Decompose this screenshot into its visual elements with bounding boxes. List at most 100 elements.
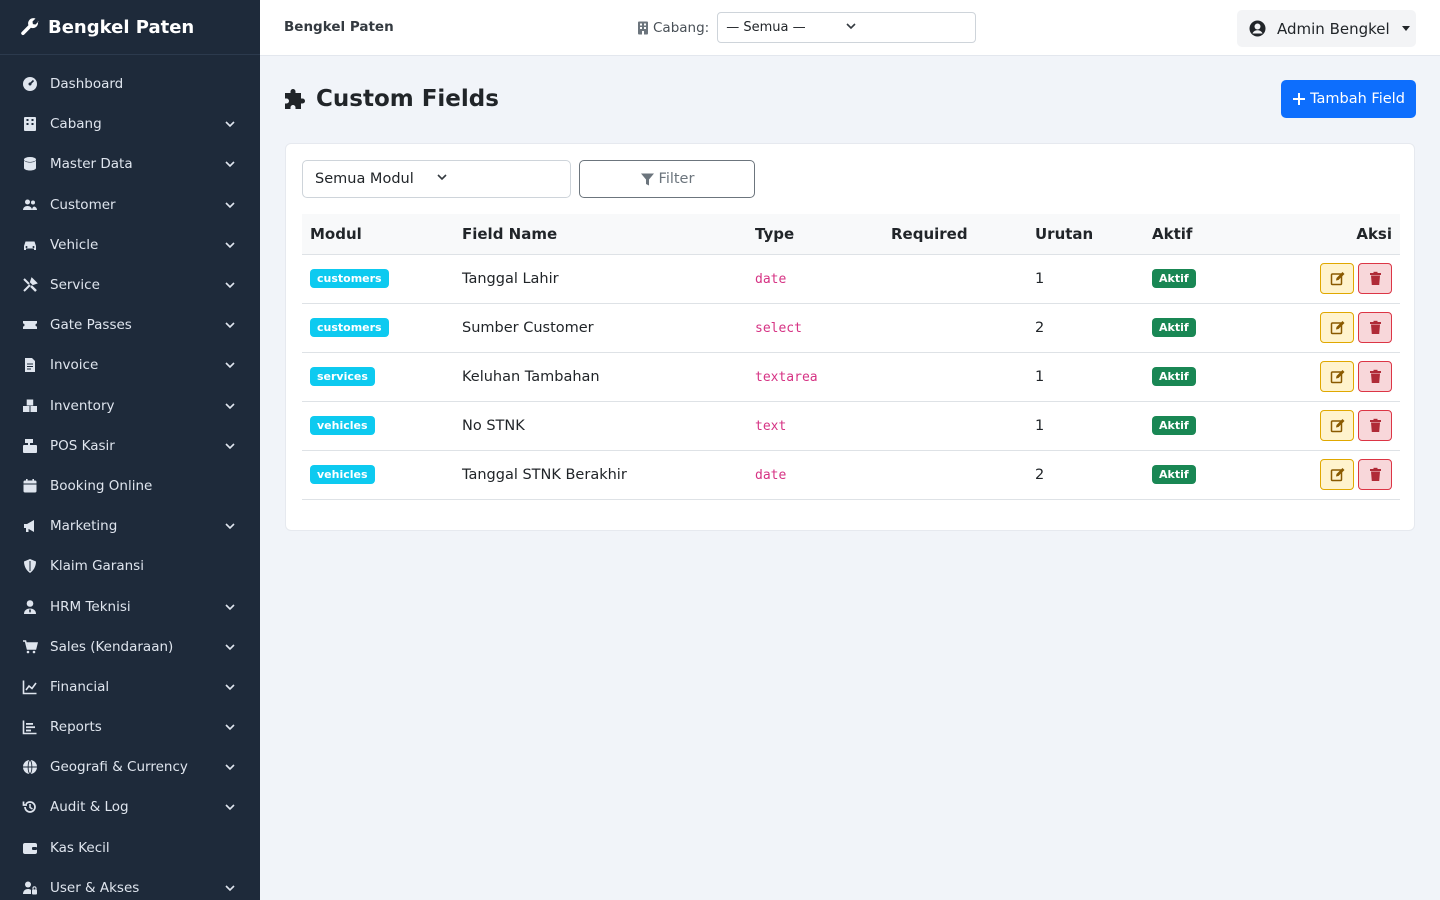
cell-type: date (747, 450, 883, 500)
chevron-down-icon (224, 882, 236, 894)
app-name: Bengkel Paten (284, 19, 394, 35)
edit-icon (1330, 321, 1344, 335)
puzzle-piece-icon (284, 87, 308, 111)
active-badge: Aktif (1152, 318, 1196, 337)
edit-button[interactable] (1320, 263, 1354, 294)
custom-fields-table: Modul Field Name Type Required Urutan Ak… (302, 214, 1400, 500)
sidebar-item-cabang[interactable]: Cabang (0, 104, 260, 144)
sidebar-item-label: Kas Kecil (50, 839, 110, 856)
cell-field-name: Tanggal Lahir (454, 254, 747, 304)
chevron-down-icon (224, 279, 236, 291)
edit-button[interactable] (1320, 410, 1354, 441)
chevron-down-icon (224, 601, 236, 613)
sidebar-item-marketing[interactable]: Marketing (0, 506, 260, 546)
sidebar-item-klaim-garansi[interactable]: Klaim Garansi (0, 546, 260, 586)
chevron-down-icon (224, 118, 236, 130)
sidebar-item-customer[interactable]: Customer (0, 185, 260, 225)
invoice-icon (22, 357, 38, 373)
edit-button[interactable] (1320, 361, 1354, 392)
cell-modul: services (302, 352, 454, 402)
sidebar-item-hrm-teknisi[interactable]: HRM Teknisi (0, 586, 260, 626)
table-row: customers Sumber Customer select 2 Aktif (302, 303, 1400, 353)
cell-aktif: Aktif (1144, 401, 1264, 451)
header-type[interactable]: Type (747, 214, 883, 255)
sidebar-item-master-data[interactable]: Master Data (0, 144, 260, 184)
header-field-name[interactable]: Field Name (454, 214, 747, 255)
delete-button[interactable] (1358, 410, 1392, 441)
calendar-icon (22, 478, 38, 494)
branch-select[interactable]: — Semua — (717, 12, 977, 43)
sidebar-item-gate-passes[interactable]: Gate Passes (0, 305, 260, 345)
shield-icon (22, 558, 38, 574)
header-modul[interactable]: Modul (302, 214, 454, 255)
sidebar-item-kas-kecil[interactable]: Kas Kecil (0, 828, 260, 868)
user-menu-button[interactable]: Admin Bengkel (1237, 10, 1416, 47)
sidebar-item-label: Cabang (50, 116, 102, 133)
sidebar-item-label: Audit & Log (50, 799, 129, 816)
edit-icon (1330, 272, 1344, 286)
filter-button[interactable]: Filter (579, 160, 755, 198)
sidebar-item-vehicle[interactable]: Vehicle (0, 225, 260, 265)
user-tie-icon (22, 599, 38, 615)
cell-aktif: Aktif (1144, 254, 1264, 304)
building-icon (637, 21, 649, 35)
building-icon (22, 116, 38, 132)
chevron-down-icon (224, 761, 236, 773)
boxes-icon (22, 398, 38, 414)
module-filter-select[interactable]: Semua Modul (302, 160, 571, 198)
branch-label: Cabang: (653, 19, 710, 36)
cell-required (883, 254, 1027, 304)
sidebar-item-sales-kendaraan[interactable]: Sales (Kendaraan) (0, 627, 260, 667)
branch-select-value: — Semua — (726, 20, 806, 35)
sidebar-item-label: Sales (Kendaraan) (50, 638, 174, 655)
sidebar-item-user-akses[interactable]: User & Akses (0, 868, 260, 900)
cell-field-name: Sumber Customer (454, 303, 747, 353)
delete-button[interactable] (1358, 459, 1392, 490)
filter-icon (640, 172, 655, 187)
sidebar-item-inventory[interactable]: Inventory (0, 386, 260, 426)
trash-icon (1369, 320, 1381, 334)
sidebar-item-booking-online[interactable]: Booking Online (0, 466, 260, 506)
table-row: vehicles No STNK text 1 Aktif (302, 401, 1400, 451)
sidebar-item-financial[interactable]: Financial (0, 667, 260, 707)
sidebar-item-geografi-currency[interactable]: Geografi & Currency (0, 747, 260, 787)
sidebar-item-label: Customer (50, 196, 116, 213)
module-badge: customers (310, 269, 389, 288)
sidebar-item-invoice[interactable]: Invoice (0, 345, 260, 385)
chevron-down-icon (224, 158, 236, 170)
edit-button[interactable] (1320, 312, 1354, 343)
header-aktif[interactable]: Aktif (1144, 214, 1264, 255)
sidebar-item-label: HRM Teknisi (50, 598, 131, 615)
sidebar-item-label: Klaim Garansi (50, 558, 144, 575)
sidebar-item-reports[interactable]: Reports (0, 707, 260, 747)
cell-modul: vehicles (302, 401, 454, 451)
delete-button[interactable] (1358, 263, 1392, 294)
sidebar-item-audit-log[interactable]: Audit & Log (0, 787, 260, 827)
cell-type: date (747, 254, 883, 304)
cell-required (883, 352, 1027, 402)
add-field-button[interactable]: Tambah Field (1281, 80, 1416, 118)
active-badge: Aktif (1152, 416, 1196, 435)
delete-button[interactable] (1358, 312, 1392, 343)
cell-urutan: 2 (1027, 303, 1144, 353)
sidebar-item-dashboard[interactable]: Dashboard (0, 64, 260, 104)
delete-button[interactable] (1358, 361, 1392, 392)
header-urutan[interactable]: Urutan (1027, 214, 1144, 255)
chevron-down-icon (845, 20, 964, 36)
sidebar-item-service[interactable]: Service (0, 265, 260, 305)
brand[interactable]: Bengkel Paten (0, 0, 260, 55)
sidebar-item-pos-kasir[interactable]: POS Kasir (0, 426, 260, 466)
module-filter-value: Semua Modul (315, 171, 414, 187)
module-badge: vehicles (310, 465, 375, 484)
module-badge: vehicles (310, 416, 375, 435)
car-icon (22, 237, 38, 253)
chevron-down-icon (224, 440, 236, 452)
user-circle-icon (1249, 20, 1266, 37)
sidebar-item-label: Reports (50, 719, 102, 736)
page-title-text: Custom Fields (316, 86, 499, 112)
edit-button[interactable] (1320, 459, 1354, 490)
cell-aksi (1264, 352, 1400, 402)
header-required[interactable]: Required (883, 214, 1027, 255)
chevron-down-icon (224, 239, 236, 251)
active-badge: Aktif (1152, 465, 1196, 484)
